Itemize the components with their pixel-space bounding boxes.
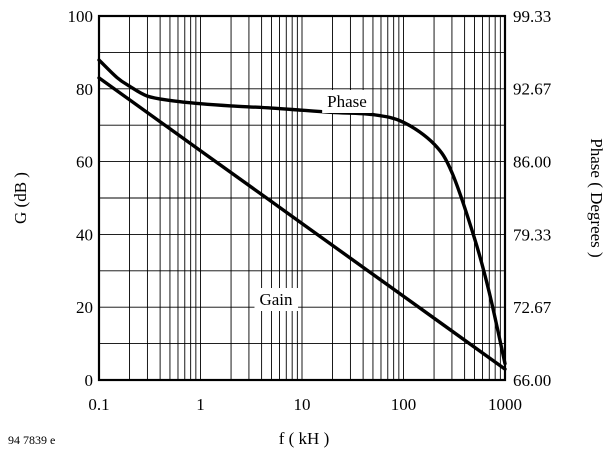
grid <box>99 16 505 380</box>
x-tick-label: 10 <box>294 395 311 414</box>
figure-id: 94 7839 e <box>8 433 55 447</box>
y-right-tick-label: 92.67 <box>513 80 552 99</box>
x-axis-title: f ( kH ) <box>279 429 330 448</box>
series-label-phase: Phase <box>327 92 367 111</box>
plot-frame <box>97 14 507 382</box>
x-tick-label: 1000 <box>488 395 522 414</box>
x-tick-label: 100 <box>391 395 417 414</box>
phase-curve <box>97 58 507 366</box>
y-left-tick-label: 80 <box>76 80 93 99</box>
x-tick-label: 1 <box>196 395 205 414</box>
series-label-background <box>322 90 372 113</box>
series-label-gain: Gain <box>259 290 293 309</box>
gain-curve <box>97 76 507 371</box>
y-left-tick-label: 40 <box>76 225 93 244</box>
x-tick-label: 0.1 <box>88 395 109 414</box>
data-curves <box>97 58 507 371</box>
y-left-tick-label: 0 <box>85 371 94 390</box>
y-axis-left-title: G (dB ) <box>11 172 30 224</box>
y-right-tick-label: 79.33 <box>513 225 551 244</box>
y-axis-right-title: Phase ( Degrees ) <box>587 138 606 257</box>
y-right-tick-label: 99.33 <box>513 7 551 26</box>
y-right-tick-label: 86.00 <box>513 153 551 172</box>
tick-labels: 0.1 1 10 100 1000 0 20 40 60 80 100 66.00 72.67 79.33… <box>68 7 552 414</box>
y-left-tick-label: 60 <box>76 153 93 172</box>
y-left-tick-label: 100 <box>68 7 94 26</box>
y-right-tick-label: 66.00 <box>513 371 551 390</box>
y-left-tick-label: 20 <box>76 298 93 317</box>
y-right-tick-label: 72.67 <box>513 298 552 317</box>
series-label-background <box>254 288 299 311</box>
